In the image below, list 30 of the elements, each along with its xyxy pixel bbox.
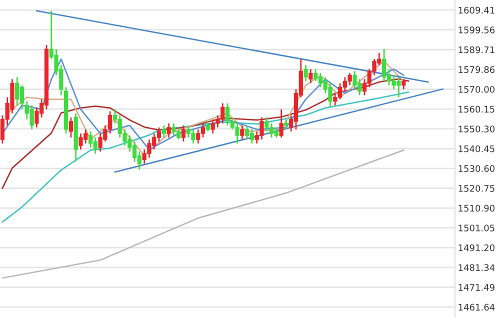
y-tick-label: 1461.64 <box>458 304 495 311</box>
y-tick-label: 1510.90 <box>458 204 495 212</box>
y-tick-label: 1501.05 <box>458 224 494 232</box>
y-tick-label: 1471.49 <box>458 284 494 291</box>
line-series <box>2 149 404 279</box>
y-tick-label: 1579.86 <box>458 66 495 73</box>
y-tick-label: 1599.56 <box>458 26 495 34</box>
y-tick-label: 1570.00 <box>458 86 495 93</box>
y-tick-label: 1530.60 <box>458 165 495 172</box>
candlestick <box>304 64 308 82</box>
y-tick-label: 1560.15 <box>458 106 494 113</box>
candlestick <box>181 124 186 142</box>
y-tick-label: 1609.41 <box>458 6 494 14</box>
line-series <box>2 78 410 189</box>
candlestick <box>162 124 166 138</box>
candlestick <box>240 124 244 140</box>
candlestick <box>279 108 284 138</box>
candlestick <box>308 68 313 84</box>
y-tick-label: 1550.30 <box>458 126 495 132</box>
candlestick <box>166 122 171 138</box>
y-tick-label: 1520.75 <box>458 184 494 192</box>
y-tick-label: 1481.34 <box>458 264 495 272</box>
candlestick <box>284 118 288 130</box>
y-tick-label: 1540.45 <box>458 145 494 152</box>
line-series <box>2 91 410 223</box>
candlestick <box>206 120 210 132</box>
candlestick <box>68 116 74 138</box>
y-tick-label: 1589.71 <box>458 46 494 54</box>
y-tick-label: 1491.20 <box>458 244 495 252</box>
candlestick <box>402 78 406 90</box>
